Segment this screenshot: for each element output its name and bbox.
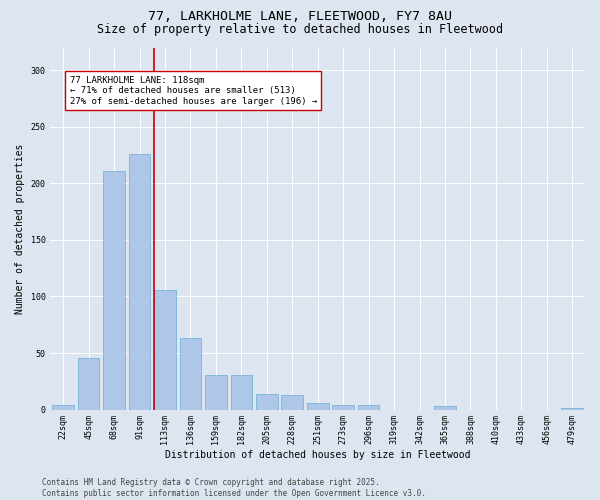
Bar: [281, 395, 303, 409]
Bar: [358, 405, 379, 409]
Bar: [52, 405, 74, 409]
Bar: [128, 154, 151, 409]
Bar: [307, 403, 329, 409]
Bar: [78, 358, 100, 410]
X-axis label: Distribution of detached houses by size in Fleetwood: Distribution of detached houses by size …: [165, 450, 470, 460]
Text: 77 LARKHOLME LANE: 118sqm
← 71% of detached houses are smaller (513)
27% of semi: 77 LARKHOLME LANE: 118sqm ← 71% of detac…: [70, 76, 317, 106]
Text: Size of property relative to detached houses in Fleetwood: Size of property relative to detached ho…: [97, 22, 503, 36]
Bar: [154, 290, 176, 410]
Bar: [179, 338, 201, 409]
Bar: [230, 374, 252, 410]
Bar: [103, 171, 125, 410]
Bar: [562, 408, 583, 410]
Text: 77, LARKHOLME LANE, FLEETWOOD, FY7 8AU: 77, LARKHOLME LANE, FLEETWOOD, FY7 8AU: [148, 10, 452, 23]
Bar: [434, 406, 456, 409]
Y-axis label: Number of detached properties: Number of detached properties: [15, 144, 25, 314]
Bar: [332, 405, 354, 409]
Bar: [205, 374, 227, 410]
Bar: [256, 394, 278, 409]
Text: Contains HM Land Registry data © Crown copyright and database right 2025.
Contai: Contains HM Land Registry data © Crown c…: [42, 478, 426, 498]
